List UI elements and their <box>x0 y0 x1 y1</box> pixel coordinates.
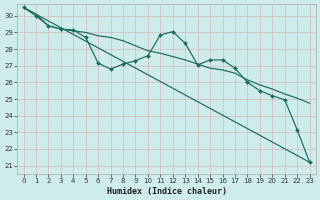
X-axis label: Humidex (Indice chaleur): Humidex (Indice chaleur) <box>107 187 227 196</box>
